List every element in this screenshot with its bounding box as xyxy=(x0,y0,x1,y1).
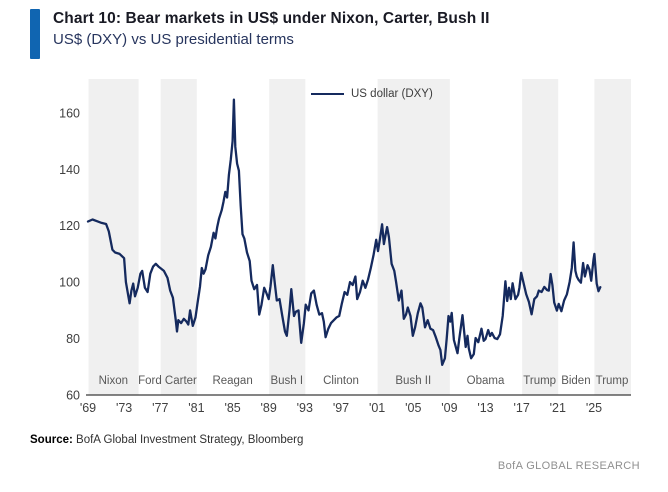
x-tick-label: '93 xyxy=(297,401,313,415)
x-tick-label: '25 xyxy=(586,401,602,415)
x-tick-label: '97 xyxy=(333,401,349,415)
president-label: Trump xyxy=(596,375,629,387)
president-label: Trump xyxy=(523,375,556,387)
header-text: Chart 10: Bear markets in US$ under Nixo… xyxy=(53,9,490,59)
president-label: Biden xyxy=(561,375,590,387)
x-tick-label: '01 xyxy=(369,401,385,415)
x-tick-label: '77 xyxy=(152,401,168,415)
x-tick-label: '85 xyxy=(224,401,240,415)
chart-subtitle: US$ (DXY) vs US presidential terms xyxy=(53,30,294,48)
source-text: BofA Global Investment Strategy, Bloombe… xyxy=(76,434,304,446)
research-brand: BofA GLOBAL RESEARCH xyxy=(497,460,640,472)
president-label: Clinton xyxy=(323,375,359,387)
president-term-band xyxy=(522,79,559,395)
president-label: Reagan xyxy=(212,375,252,387)
president-label: Bush II xyxy=(395,375,431,387)
chart-title: Chart 10: Bear markets in US$ under Nixo… xyxy=(53,10,490,27)
dxy-series-line xyxy=(86,98,602,366)
president-label: Bush I xyxy=(270,375,303,387)
y-tick-label: 160 xyxy=(59,106,80,120)
x-tick-label: '13 xyxy=(477,401,493,415)
y-tick-label: 100 xyxy=(59,276,80,290)
dxy-chart-svg: 60 80 100 120 140 160 '69 '73 '77 '81 '85 '89 '93 '97… xyxy=(59,79,631,415)
y-tick-label: 120 xyxy=(59,219,80,233)
x-tick-label: '21 xyxy=(550,401,566,415)
source-line: Source: BofA Global Investment Strategy,… xyxy=(30,434,668,446)
accent-bar xyxy=(30,9,40,59)
source-label: Source: xyxy=(30,434,73,446)
president-term-band xyxy=(160,79,197,395)
x-tick-label: '17 xyxy=(514,401,530,415)
chart-legend: US dollar (DXY) xyxy=(311,88,433,100)
president-term-band xyxy=(88,79,139,395)
chart-area: 60 80 100 120 140 160 '69 '73 '77 '81 '85 '89 '93 '97… xyxy=(0,67,668,419)
president-label: Obama xyxy=(467,375,505,387)
president-label: Ford Carter xyxy=(138,375,197,387)
y-tick-label: 80 xyxy=(66,332,80,346)
x-tick-label: '69 xyxy=(80,401,96,415)
x-tick-label: '73 xyxy=(116,401,132,415)
chart-header: Chart 10: Bear markets in US$ under Nixo… xyxy=(0,0,668,59)
x-tick-label: '81 xyxy=(188,401,204,415)
legend-line-swatch xyxy=(311,93,344,95)
x-tick-label: '05 xyxy=(405,401,421,415)
x-tick-label: '89 xyxy=(261,401,277,415)
y-tick-label: 60 xyxy=(66,389,80,403)
president-term-band xyxy=(269,79,306,395)
president-label: Nixon xyxy=(99,375,128,387)
y-tick-label: 140 xyxy=(59,163,80,177)
x-tick-label: '09 xyxy=(441,401,457,415)
president-term-band xyxy=(594,79,631,395)
legend-label: US dollar (DXY) xyxy=(351,88,433,100)
